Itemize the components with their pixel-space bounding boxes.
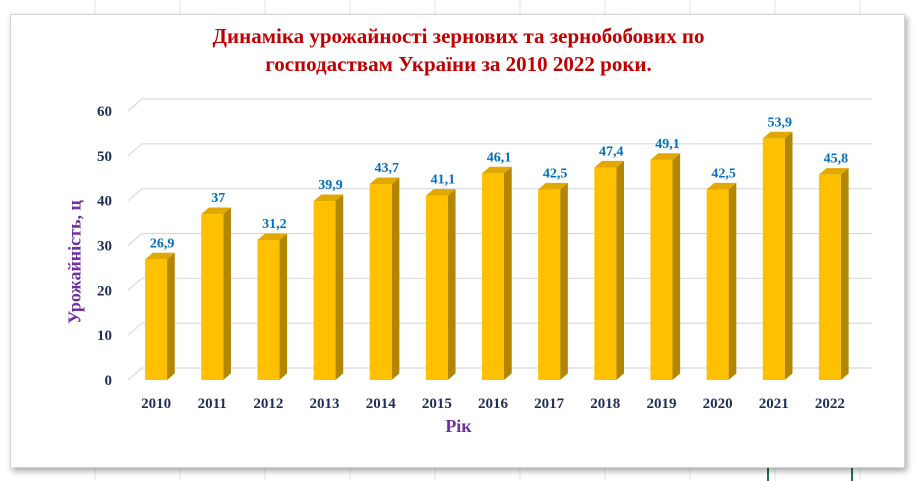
bar-side — [279, 233, 288, 380]
bar-2018 — [594, 160, 625, 380]
bar-side — [223, 207, 231, 380]
bar-side — [335, 194, 344, 380]
chart-title: Динаміка урожайності зернових та зернобо… — [0, 22, 917, 78]
chart-title-line-1: Динаміка урожайності зернових та зернобо… — [212, 24, 705, 48]
bar-front — [369, 184, 392, 380]
gridline-20 — [127, 277, 872, 291]
bar-top — [369, 177, 400, 185]
bar-side — [447, 189, 456, 380]
chart-title-line-2: господаствам України за 2010 2022 роки. — [265, 52, 652, 76]
bar-side — [616, 160, 625, 380]
bar-side — [784, 131, 793, 380]
x-tick-label: 2021 — [759, 396, 789, 412]
data-label: 31,2 — [262, 217, 287, 232]
bar-2015 — [425, 189, 456, 380]
gridline-60 — [127, 98, 872, 112]
data-label: 49,1 — [655, 137, 680, 152]
gridline-0 — [127, 367, 872, 381]
bar-top — [706, 182, 737, 190]
bar-front — [257, 240, 280, 380]
data-label: 42,5 — [543, 166, 568, 181]
gridline-50 — [127, 143, 872, 157]
x-tick-label: 2019 — [646, 396, 676, 412]
bar-side — [504, 166, 512, 380]
y-axis-title: Урожайність, ц — [64, 200, 85, 324]
x-tick-label: 2015 — [422, 396, 452, 412]
bar-top — [650, 153, 681, 160]
bar-front — [594, 167, 617, 380]
x-tick-label: 2012 — [253, 396, 283, 412]
bar-2021 — [762, 131, 793, 380]
bar-top — [538, 182, 568, 190]
bar-side — [560, 182, 568, 380]
x-tick-label: 2010 — [141, 396, 171, 412]
bar-side — [840, 168, 849, 380]
bar-top — [201, 207, 231, 215]
bar-2019 — [650, 153, 681, 380]
gridline-10 — [127, 322, 872, 336]
x-tick-label: 2011 — [198, 396, 227, 412]
data-label: 41,1 — [431, 173, 456, 188]
data-label: 46,1 — [487, 150, 512, 165]
bar-2016 — [482, 166, 512, 380]
data-label: 45,8 — [824, 152, 849, 167]
x-tick-label: 2013 — [310, 396, 340, 412]
bar-front — [650, 159, 673, 380]
bar-side — [672, 153, 681, 380]
y-tick-label: 30 — [97, 239, 112, 255]
bar-2022 — [818, 168, 849, 380]
bar-front — [201, 214, 224, 380]
bar-2013 — [313, 194, 344, 380]
y-tick-label: 10 — [97, 328, 112, 344]
y-tick-label: 50 — [97, 149, 112, 165]
x-tick-label: 2017 — [534, 396, 565, 412]
chart-area[interactable] — [10, 14, 905, 468]
bar-front — [762, 138, 785, 380]
bar-side — [391, 177, 400, 380]
data-label: 26,9 — [150, 236, 175, 251]
gridline-40 — [127, 188, 872, 202]
bar-2011 — [201, 207, 231, 380]
bar-top — [762, 131, 793, 139]
data-label: 42,5 — [711, 166, 736, 181]
bar-side — [167, 252, 175, 380]
bar-top — [313, 194, 344, 202]
x-tick-label: 2016 — [478, 396, 509, 412]
data-label: 47,4 — [599, 144, 624, 159]
bar-2020 — [706, 182, 737, 380]
bar-top — [594, 160, 625, 168]
data-label: 53,9 — [768, 115, 793, 130]
bar-top — [145, 252, 175, 260]
bar-2017 — [538, 182, 568, 380]
bar-top — [425, 189, 456, 196]
gridline-30 — [127, 232, 872, 246]
bar-front — [538, 189, 561, 380]
data-label: 39,9 — [318, 178, 343, 193]
bar-front — [313, 201, 336, 380]
bar-top — [257, 233, 288, 241]
bar-2010 — [145, 252, 175, 380]
y-tick-label: 20 — [97, 283, 112, 299]
bar-front — [818, 174, 841, 380]
x-tick-label: 2014 — [366, 396, 397, 412]
bar-front — [482, 173, 504, 380]
data-label: 43,7 — [374, 161, 399, 176]
data-label: 37 — [211, 191, 225, 206]
y-tick-label: 40 — [97, 194, 112, 210]
bar-front — [425, 195, 448, 380]
bar-side — [728, 182, 737, 380]
x-axis-title: Рік — [445, 416, 472, 436]
x-tick-label: 2020 — [703, 396, 733, 412]
y-tick-label: 60 — [97, 104, 112, 120]
y-tick-label: 0 — [105, 373, 113, 389]
bar-top — [818, 168, 849, 175]
bar-front — [706, 189, 729, 380]
bar-top — [482, 166, 512, 174]
x-tick-label: 2022 — [815, 396, 845, 412]
x-tick-label: 2018 — [590, 396, 620, 412]
bar-2012 — [257, 233, 288, 380]
bar-front — [145, 259, 168, 380]
bar-2014 — [369, 177, 400, 380]
